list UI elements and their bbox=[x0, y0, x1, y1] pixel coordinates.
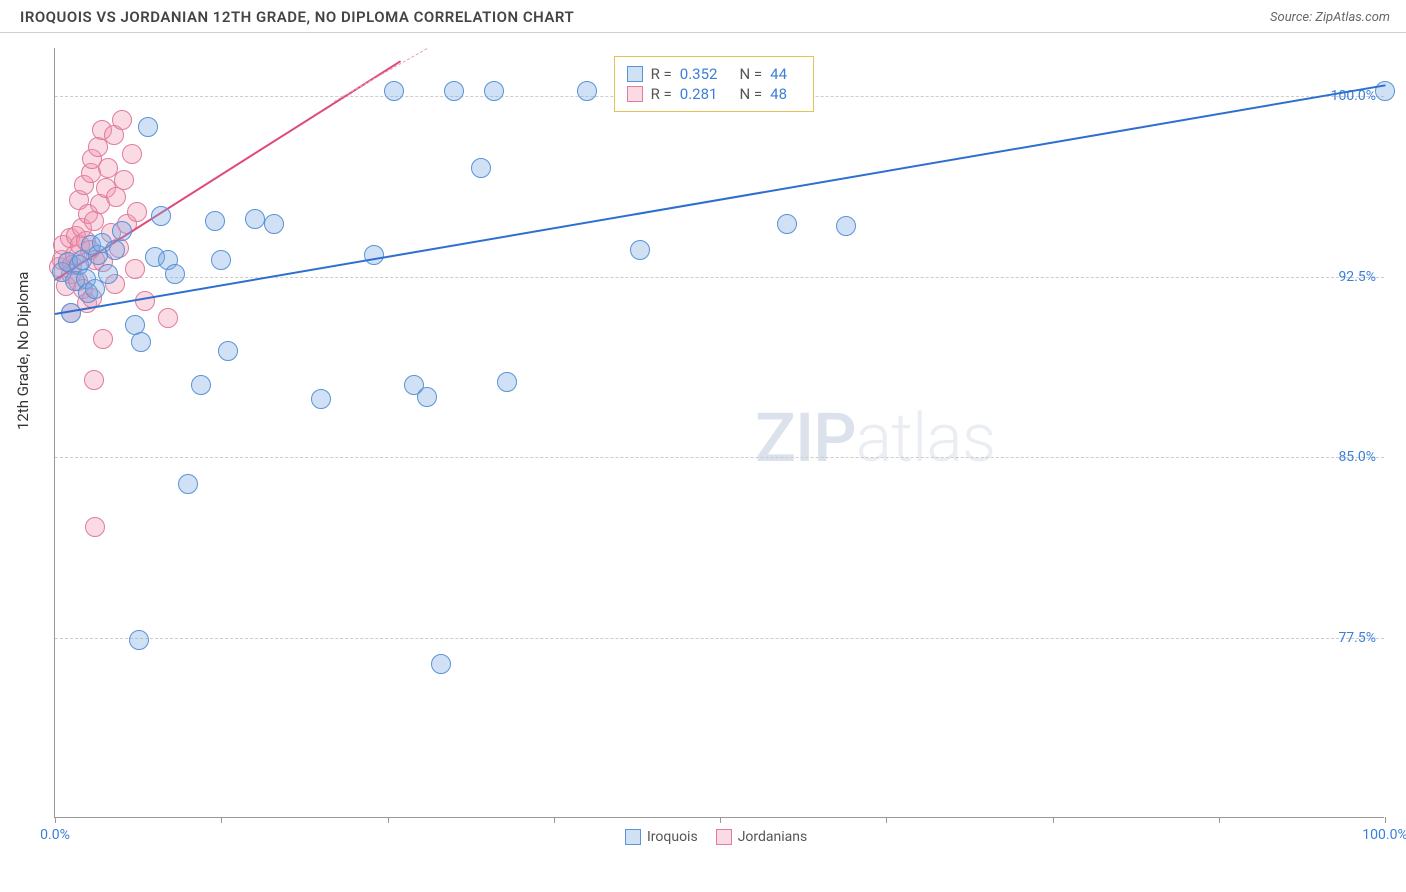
data-point-iroquois bbox=[98, 264, 118, 284]
data-point-iroquois bbox=[129, 630, 149, 650]
legend-swatch bbox=[627, 86, 643, 102]
data-point-iroquois bbox=[836, 216, 856, 236]
y-tick-label: 77.5% bbox=[1338, 630, 1376, 646]
legend-swatch bbox=[627, 66, 643, 82]
x-tick-label: 0.0% bbox=[40, 827, 70, 843]
data-point-jordanians bbox=[84, 370, 104, 390]
legend-r-label: R = bbox=[651, 85, 672, 103]
legend-n-value: 48 bbox=[770, 85, 787, 103]
data-point-iroquois bbox=[417, 387, 437, 407]
watermark-atlas: atlas bbox=[856, 398, 996, 478]
data-point-jordanians bbox=[93, 329, 113, 349]
data-point-iroquois bbox=[105, 240, 125, 260]
legend-r-value: 0.352 bbox=[680, 65, 718, 83]
data-point-iroquois bbox=[112, 221, 132, 241]
trend-line bbox=[55, 84, 1385, 315]
x-tick bbox=[388, 817, 389, 823]
data-point-jordanians bbox=[125, 259, 145, 279]
legend-item: Jordanians bbox=[716, 829, 808, 845]
legend-swatch bbox=[716, 829, 732, 845]
data-point-iroquois bbox=[484, 81, 504, 101]
gridline-h bbox=[55, 457, 1384, 458]
x-tick bbox=[55, 817, 56, 823]
series-legend: Iroquois Jordanians bbox=[625, 829, 807, 845]
watermark-zip: ZIP bbox=[755, 398, 856, 478]
data-point-iroquois bbox=[205, 211, 225, 231]
x-tick bbox=[720, 817, 721, 823]
data-point-iroquois bbox=[138, 117, 158, 137]
data-point-iroquois bbox=[384, 81, 404, 101]
watermark: ZIPatlas bbox=[755, 398, 995, 478]
data-point-iroquois bbox=[431, 654, 451, 674]
legend-r-value: 0.281 bbox=[680, 85, 718, 103]
y-axis-label: 12th Grade, No Diploma bbox=[14, 272, 32, 430]
data-point-iroquois bbox=[264, 214, 284, 234]
chart-title: IROQUOIS VS JORDANIAN 12TH GRADE, NO DIP… bbox=[20, 8, 574, 26]
data-point-iroquois bbox=[630, 240, 650, 260]
correlation-legend: R = 0.352 N = 44 R = 0.281 N = 48 bbox=[614, 56, 814, 112]
y-tick-label: 92.5% bbox=[1338, 269, 1376, 285]
data-point-jordanians bbox=[85, 517, 105, 537]
chart-header: IROQUOIS VS JORDANIAN 12TH GRADE, NO DIP… bbox=[0, 0, 1406, 33]
chart-source: Source: ZipAtlas.com bbox=[1270, 10, 1390, 25]
x-tick bbox=[221, 817, 222, 823]
data-point-jordanians bbox=[158, 308, 178, 328]
data-point-jordanians bbox=[114, 170, 134, 190]
data-point-jordanians bbox=[122, 144, 142, 164]
gridline-h bbox=[55, 638, 1384, 639]
data-point-iroquois bbox=[311, 389, 331, 409]
data-point-iroquois bbox=[218, 341, 238, 361]
data-point-iroquois bbox=[165, 264, 185, 284]
legend-label: Jordanians bbox=[738, 829, 808, 845]
data-point-iroquois bbox=[211, 250, 231, 270]
data-point-jordanians bbox=[112, 110, 132, 130]
x-tick bbox=[886, 817, 887, 823]
x-tick bbox=[1053, 817, 1054, 823]
data-point-iroquois bbox=[191, 375, 211, 395]
data-point-iroquois bbox=[777, 214, 797, 234]
legend-r-label: R = bbox=[651, 65, 672, 83]
data-point-iroquois bbox=[577, 81, 597, 101]
x-tick bbox=[1385, 817, 1386, 823]
data-point-iroquois bbox=[497, 372, 517, 392]
gridline-h bbox=[55, 277, 1384, 278]
x-tick bbox=[1219, 817, 1220, 823]
data-point-iroquois bbox=[151, 206, 171, 226]
x-tick-label: 100.0% bbox=[1362, 827, 1406, 843]
data-point-iroquois bbox=[364, 245, 384, 265]
legend-item: Iroquois bbox=[625, 829, 698, 845]
data-point-iroquois bbox=[471, 158, 491, 178]
x-tick bbox=[554, 817, 555, 823]
data-point-iroquois bbox=[1375, 81, 1395, 101]
legend-n-label: N = bbox=[739, 65, 762, 83]
scatter-chart: ZIPatlas 100.0%92.5%85.0%77.5%0.0%100.0%… bbox=[54, 48, 1384, 818]
trend-line bbox=[334, 48, 428, 102]
y-tick-label: 85.0% bbox=[1338, 449, 1376, 465]
legend-row: R = 0.281 N = 48 bbox=[627, 85, 801, 103]
legend-row: R = 0.352 N = 44 bbox=[627, 65, 801, 83]
data-point-iroquois bbox=[444, 81, 464, 101]
legend-n-label: N = bbox=[739, 85, 762, 103]
data-point-iroquois bbox=[178, 474, 198, 494]
data-point-iroquois bbox=[131, 332, 151, 352]
legend-label: Iroquois bbox=[647, 829, 698, 845]
legend-n-value: 44 bbox=[770, 65, 787, 83]
data-point-iroquois bbox=[245, 209, 265, 229]
data-point-jordanians bbox=[127, 202, 147, 222]
legend-swatch bbox=[625, 829, 641, 845]
